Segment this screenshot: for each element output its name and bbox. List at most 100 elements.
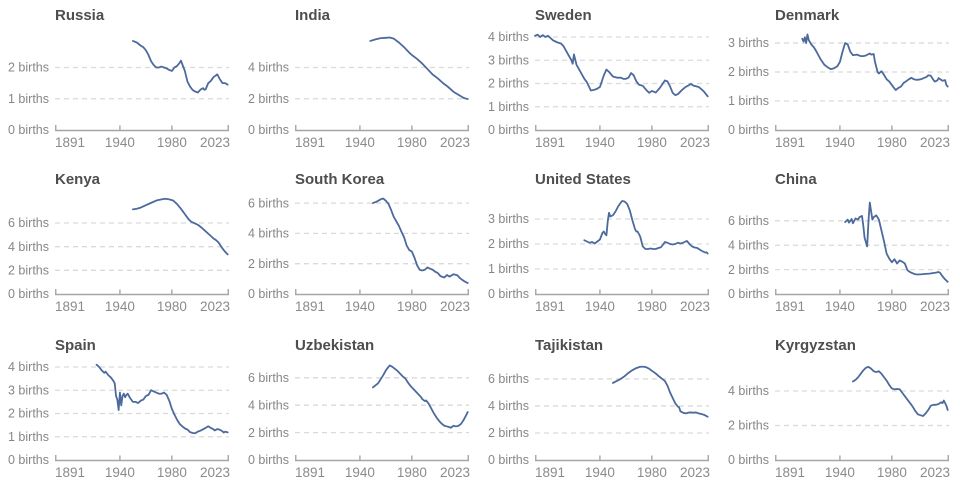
x-axis [295, 289, 469, 296]
x-tick-label: 2023 [440, 135, 470, 150]
chart-cell[interactable]: Spain 0 births 1 births 2 births 3 births 4 b… [0, 330, 240, 493]
y-tick-label: 4 births [728, 238, 769, 252]
chart-canvas: Spain 0 births 1 births 2 births 3 births 4 b… [8, 337, 230, 480]
chart-canvas: United States 0 births 1 births 2 births 3 b… [488, 171, 710, 314]
x-tick-label: 1940 [825, 299, 855, 314]
y-tick-label: 0 births [8, 123, 49, 137]
x-tick-label: 1940 [585, 135, 615, 150]
x-tick-label: 2023 [920, 465, 950, 480]
chart-title: South Korea [295, 171, 385, 188]
chart-cell[interactable]: Uzbekistan 0 births 2 births 4 births 6 birt… [240, 330, 480, 493]
x-tick-label: 1980 [157, 465, 187, 480]
y-tick-label: 2 births [728, 419, 769, 433]
x-tick-label: 2023 [680, 299, 710, 314]
x-tick-label: 2023 [440, 299, 470, 314]
x-axis [535, 125, 709, 132]
y-tick-label: 4 births [248, 227, 289, 241]
y-tick-label: 1 births [728, 94, 769, 108]
chart-title: Uzbekistan [295, 337, 374, 354]
x-tick-label: 1891 [535, 299, 565, 314]
series-line [132, 40, 229, 94]
x-tick-label: 1940 [825, 135, 855, 150]
x-tick-label: 2023 [200, 465, 230, 480]
chart-cell[interactable]: Kenya 0 births 2 births 4 births 6 births 189… [0, 164, 240, 330]
series-line [844, 201, 949, 283]
chart-cell[interactable]: China 0 births 2 births 4 births 6 births 189… [720, 164, 960, 330]
chart-title: Kyrgyzstan [775, 337, 856, 354]
y-tick-label: 0 births [248, 123, 289, 137]
y-tick-label: 4 births [8, 360, 49, 374]
y-tick-label: 3 births [8, 383, 49, 397]
series-line [95, 363, 229, 435]
x-axis [775, 455, 949, 462]
chart-canvas: India 0 births 2 births 4 births 1891 1940 198… [248, 7, 470, 150]
x-tick-label: 1980 [397, 299, 427, 314]
y-tick-label: 0 births [728, 287, 769, 301]
x-axis [775, 125, 949, 132]
y-tick-label: 0 births [488, 123, 529, 137]
series-line [534, 33, 709, 98]
x-tick-label: 1980 [877, 465, 907, 480]
chart-canvas: Uzbekistan 0 births 2 births 4 births 6 birt… [248, 337, 470, 480]
chart-title: Sweden [535, 7, 592, 24]
chart-cell[interactable]: India 0 births 2 births 4 births 1891 1940 198… [240, 0, 480, 164]
x-tick-label: 1891 [535, 465, 565, 480]
chart-title: Russia [55, 7, 105, 24]
chart-cell[interactable]: Russia 0 births 1 births 2 births 1891 1940 19… [0, 0, 240, 164]
y-tick-label: 1 births [8, 430, 49, 444]
chart-title: Denmark [775, 7, 840, 24]
x-tick-label: 1940 [585, 465, 615, 480]
x-tick-label: 1940 [345, 465, 375, 480]
x-axis [775, 289, 949, 296]
chart-cell[interactable]: South Korea 0 births 2 births 4 births 6 bir… [240, 164, 480, 330]
y-tick-label: 4 births [728, 384, 769, 398]
x-tick-label: 1891 [295, 465, 325, 480]
y-tick-label: 0 births [248, 453, 289, 467]
x-tick-label: 1891 [295, 299, 325, 314]
chart-cell[interactable]: United States 0 births 1 births 2 births 3 b… [480, 164, 720, 330]
y-tick-label: 0 births [728, 453, 769, 467]
x-tick-label: 1940 [345, 135, 375, 150]
y-tick-label: 0 births [488, 453, 529, 467]
chart-title: Tajikistan [535, 337, 603, 354]
x-axis [295, 125, 469, 132]
y-tick-label: 6 births [488, 372, 529, 386]
x-tick-label: 2023 [200, 135, 230, 150]
x-tick-label: 1891 [55, 135, 85, 150]
x-tick-label: 1891 [775, 465, 805, 480]
y-tick-label: 2 births [248, 92, 289, 106]
y-tick-label: 4 births [488, 30, 529, 44]
chart-cell[interactable]: Denmark 0 births 1 births 2 births 3 births 1… [720, 0, 960, 164]
x-tick-label: 1980 [397, 135, 427, 150]
chart-canvas: Denmark 0 births 1 births 2 births 3 births 1… [728, 7, 950, 150]
y-tick-label: 4 births [488, 399, 529, 413]
x-tick-label: 1980 [157, 299, 187, 314]
chart-cell[interactable]: Kyrgyzstan 0 births 2 births 4 births 1891 19… [720, 330, 960, 493]
series-line [852, 366, 949, 417]
chart-cell[interactable]: Tajikistan 0 births 2 births 4 births 6 birt… [480, 330, 720, 493]
x-tick-label: 1980 [637, 299, 667, 314]
y-tick-label: 2 births [8, 264, 49, 278]
x-tick-label: 1891 [295, 135, 325, 150]
series-line [372, 197, 469, 284]
series-line [801, 33, 949, 91]
x-tick-label: 2023 [920, 135, 950, 150]
y-tick-label: 0 births [8, 453, 49, 467]
chart-canvas: China 0 births 2 births 4 births 6 births 189… [728, 171, 950, 314]
chart-title: Spain [55, 337, 96, 354]
x-tick-label: 2023 [440, 465, 470, 480]
chart-canvas: Tajikistan 0 births 2 births 4 births 6 birt… [488, 337, 710, 480]
y-tick-label: 2 births [488, 237, 529, 251]
x-axis [535, 455, 709, 462]
chart-cell[interactable]: Sweden 0 births 1 births 2 births 3 births 4 … [480, 0, 720, 164]
x-axis [295, 455, 469, 462]
series-line [372, 364, 469, 429]
y-tick-label: 2 births [8, 61, 49, 75]
chart-canvas: South Korea 0 births 2 births 4 births 6 bir… [248, 171, 470, 314]
y-tick-label: 1 births [8, 92, 49, 106]
y-tick-label: 3 births [728, 36, 769, 50]
x-axis [55, 125, 229, 132]
chart-title: India [295, 7, 331, 24]
y-tick-label: 3 births [488, 212, 529, 226]
x-tick-label: 2023 [920, 299, 950, 314]
